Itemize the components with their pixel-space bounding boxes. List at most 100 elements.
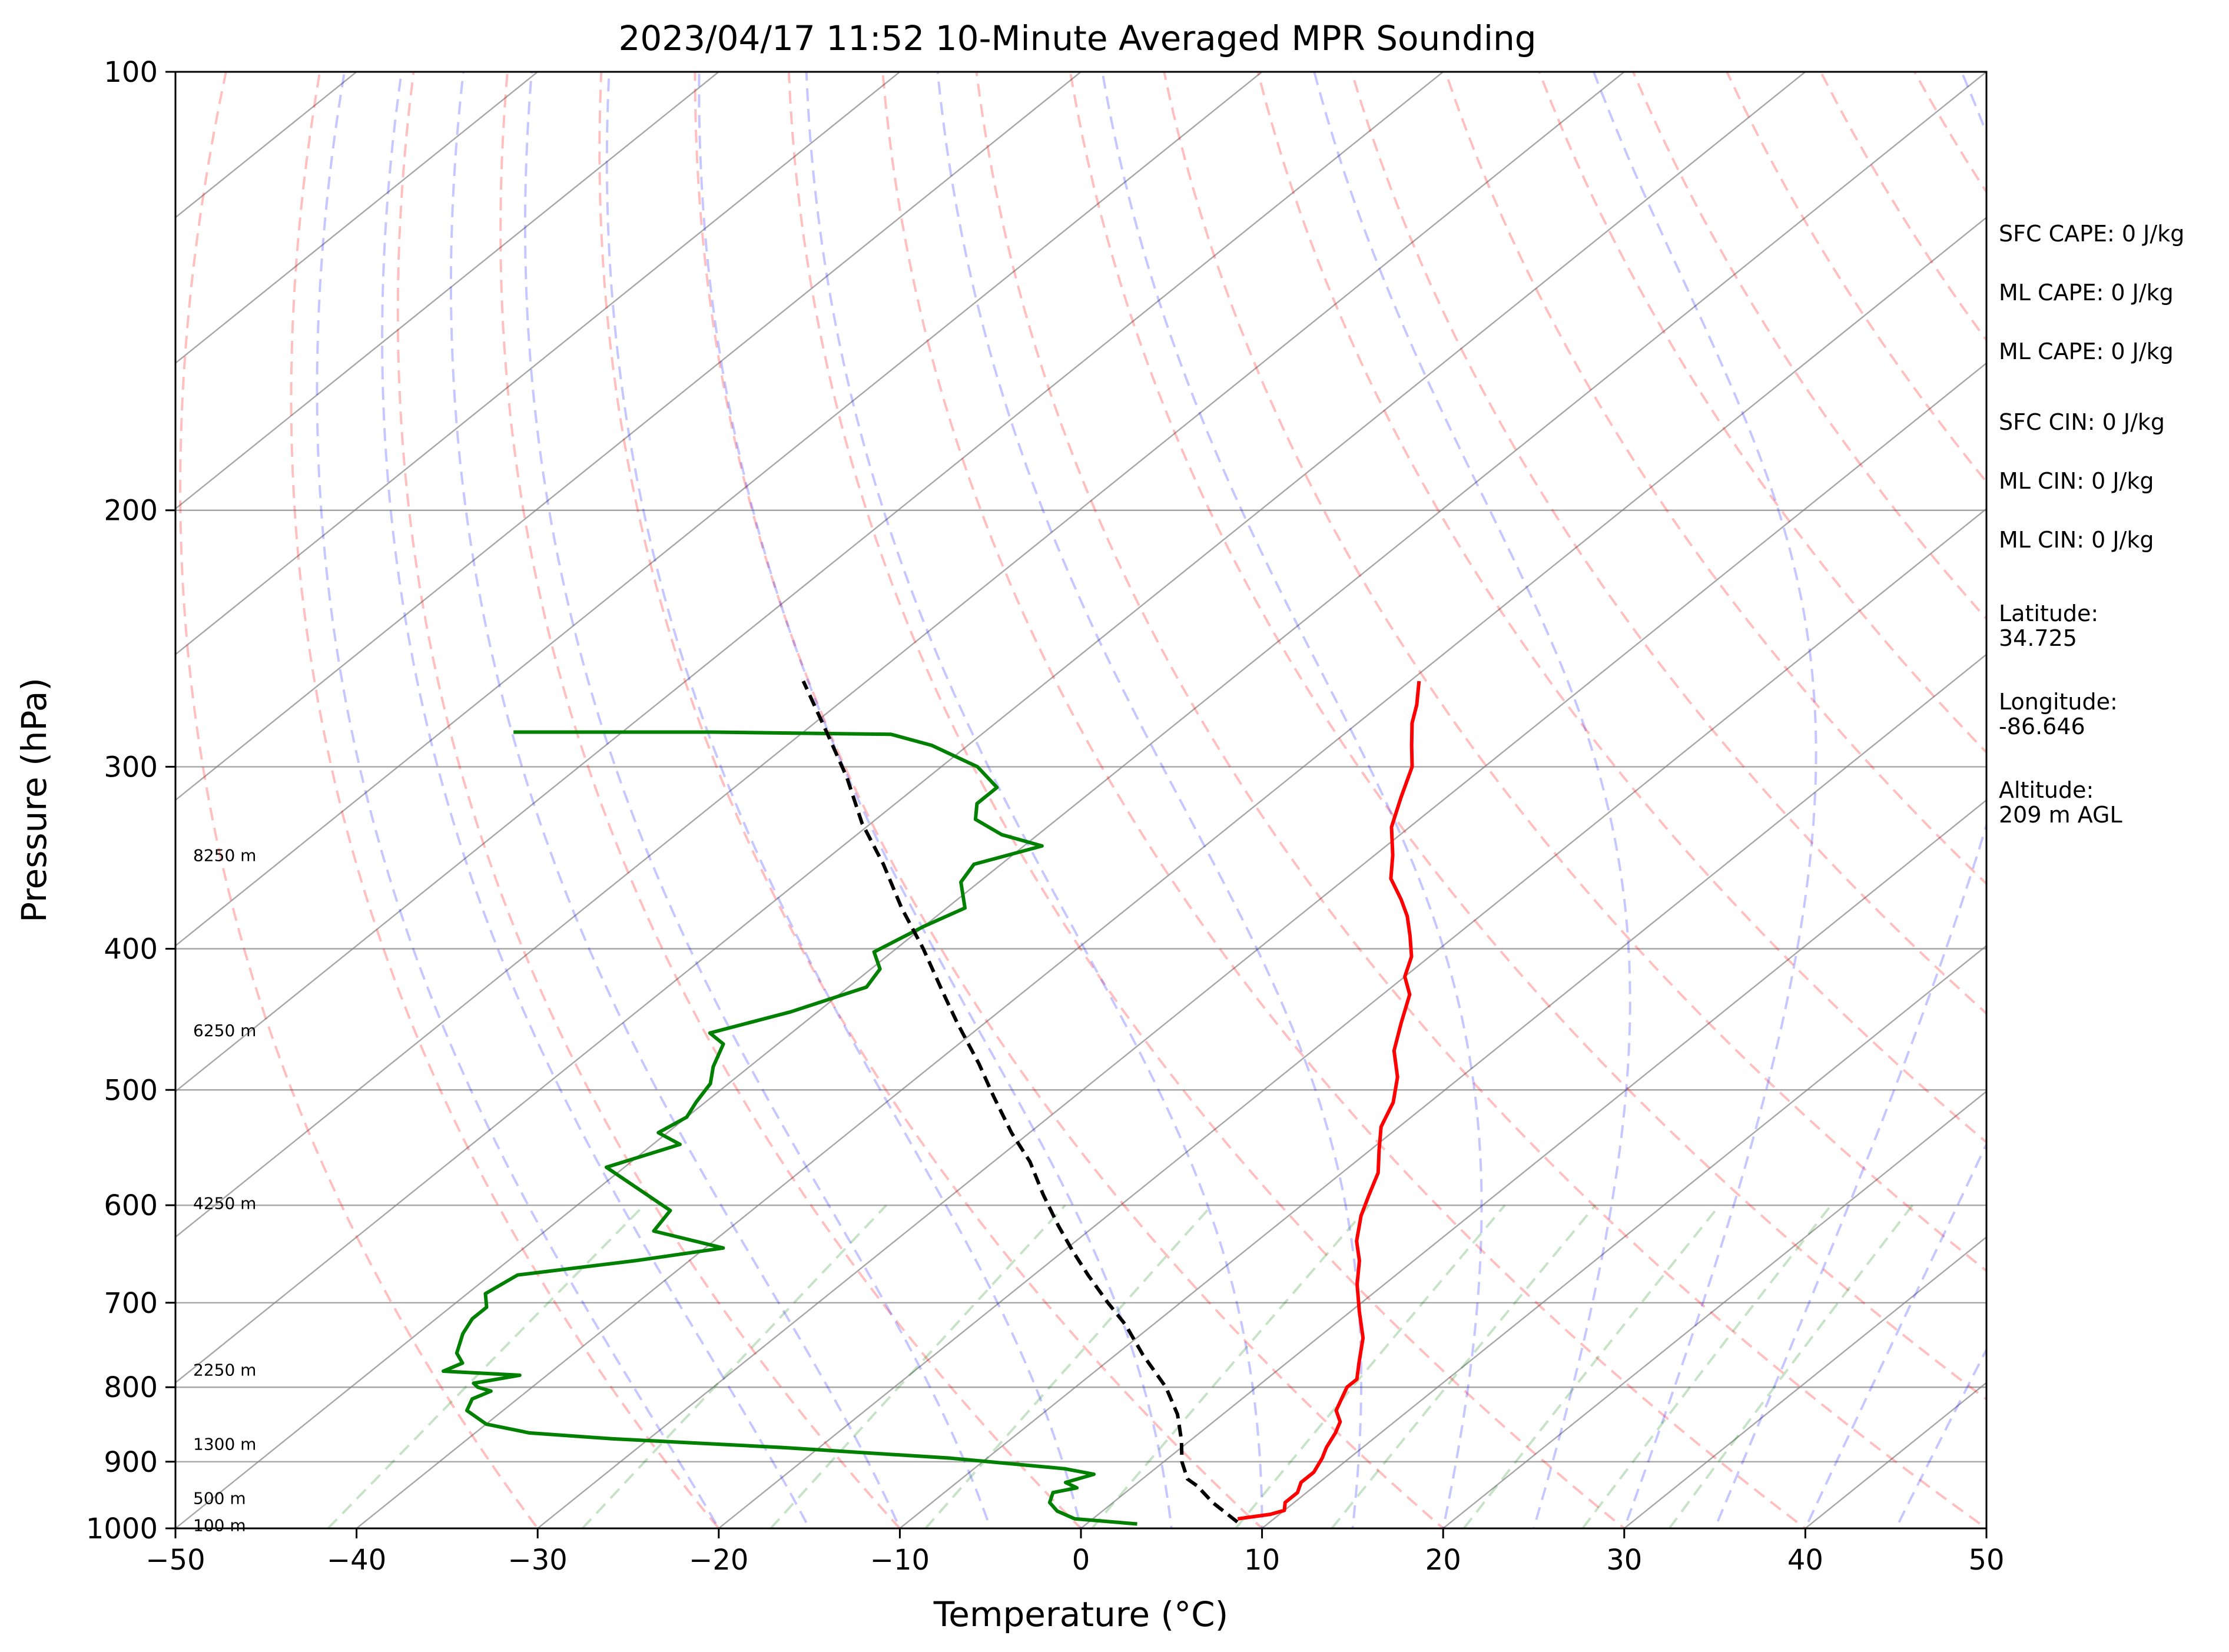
series-layer [442,680,1421,1526]
x-tick-label: 50 [1968,1544,2004,1577]
height-labels: 8250 m 6250 m 4250 m 2250 m 1300 m 500 m 100 m [193,846,256,1535]
moist-adiabat-line [1593,72,1817,1528]
y-tick-label: 300 [104,751,158,784]
mixing-ratio-line [1581,1204,1832,1528]
isotherm-line [1442,1090,1986,1528]
x-tick-label: 10 [1244,1544,1280,1577]
isotherm-line [1261,944,1986,1528]
isotherm-line [1623,1236,1986,1528]
info-line: SFC CIN: 0 J/kg [1999,409,2165,435]
isotherm-line [536,362,1986,1528]
x-tick-label: −40 [327,1544,386,1577]
x-axis: −50 −40 −30 −20 −10 0 10 20 30 40 50 [145,1528,2005,1577]
y-tick-label: 700 [104,1287,158,1320]
x-tick-label: 40 [1787,1544,1823,1577]
height-label: 2250 m [193,1360,256,1379]
moist-adiabat-line [524,72,992,1528]
x-tick-label: −30 [508,1544,568,1577]
isotherm-line [717,507,1986,1528]
y-tick-label: 500 [104,1074,158,1107]
isotherm-line [175,72,1626,1238]
moist-adiabat-line [1713,72,1986,1528]
isotherm-line [175,72,720,510]
series-line-2 [442,730,1137,1526]
moist-adiabat-line [605,72,1083,1528]
x-tick-label: −50 [145,1544,205,1577]
dry-adiabat-line [1163,72,1986,1273]
mixing-ratio-line [769,1204,1066,1528]
series-line-1 [1237,681,1421,1521]
dry-adiabat-line [290,72,721,1528]
background-lines [175,72,1986,1528]
info-line: ML CIN: 0 J/kg [1999,468,2154,494]
height-label: 100 m [193,1516,246,1535]
y-axis: 100 200 300 400 500 600 700 800 900 1000 [86,56,175,1545]
mixing-ratio-line [1091,1204,1371,1528]
y-tick-label: 400 [104,933,158,966]
height-label: 1300 m [193,1435,256,1454]
isotherm-line [175,72,539,364]
moist-adiabat-line [1894,1347,1986,1528]
dry-adiabat-line [1256,72,1986,1144]
mixing-ratio-line [1235,1204,1506,1528]
info-value: 34.725 [1999,625,2077,651]
y-tick-label: 600 [104,1189,158,1222]
series-line-3 [801,680,1239,1524]
dry-adiabat-line [881,72,1807,1528]
x-tick-label: 0 [1072,1544,1090,1577]
x-tick-label: −20 [689,1544,748,1577]
mixing-ratio-line [1331,1204,1597,1528]
x-axis-label: Temperature (°C) [933,1594,1229,1634]
dry-adiabat-line [1069,72,1986,1401]
dry-adiabat-line [396,72,902,1528]
mixing-ratio-line [1668,1204,1913,1528]
height-label: 6250 m [193,1021,256,1040]
isotherm-line [355,216,1986,1528]
mixing-ratio-line [327,1204,645,1528]
sounding-info-panel: SFC CAPE: 0 J/kg ML CAPE: 0 J/kg ML CAPE: … [1999,221,2184,828]
x-tick-label: 20 [1425,1544,1461,1577]
mixing-ratio-line [924,1204,1213,1528]
x-tick-label: −10 [870,1544,930,1577]
info-line: ML CIN: 0 J/kg [1999,527,2154,553]
isotherm-line [175,72,1263,947]
moist-adiabat-line [805,72,1263,1528]
dry-adiabat-line [179,72,539,1528]
moist-adiabat-line [1101,72,1483,1528]
info-line: ML CAPE: 0 J/kg [1999,280,2174,306]
height-label: 500 m [193,1488,246,1508]
isotherm-line [175,72,1082,801]
isotherm-line [175,72,901,656]
isotherm-line [175,72,1986,1528]
dry-adiabat-line [1538,72,1986,754]
isotherm-line [898,653,1986,1528]
dry-adiabat-line [787,72,1626,1528]
info-line: SFC CAPE: 0 J/kg [1999,221,2184,247]
info-line: ML CAPE: 0 J/kg [1999,339,2174,364]
moist-adiabat-line [1313,72,1631,1528]
info-value: -86.646 [1999,714,2085,739]
moist-adiabat-line [1804,1141,1986,1528]
dry-adiabat-line [694,72,1445,1528]
info-value: 209 m AGL [1999,802,2122,828]
moist-adiabat-line [381,72,811,1528]
dry-adiabat-line [975,72,1986,1528]
y-tick-label: 200 [104,495,158,528]
mixing-ratio-line [581,1204,887,1528]
x-tick-label: 30 [1606,1544,1642,1577]
dry-adiabat-line [499,72,1083,1528]
y-tick-label: 1000 [86,1512,158,1545]
info-line: Altitude: [1999,777,2094,803]
moist-adiabat-line [698,72,1173,1528]
isotherm-line [175,72,1807,1384]
dry-adiabat-line [598,72,1264,1528]
dry-adiabat-line [1350,72,1986,1016]
height-label: 4250 m [193,1194,256,1213]
info-line: Longitude: [1999,689,2118,715]
y-tick-label: 800 [104,1371,158,1404]
moist-adiabat-line [936,72,1363,1528]
info-line: Latitude: [1999,601,2098,626]
y-tick-label: 900 [104,1446,158,1479]
